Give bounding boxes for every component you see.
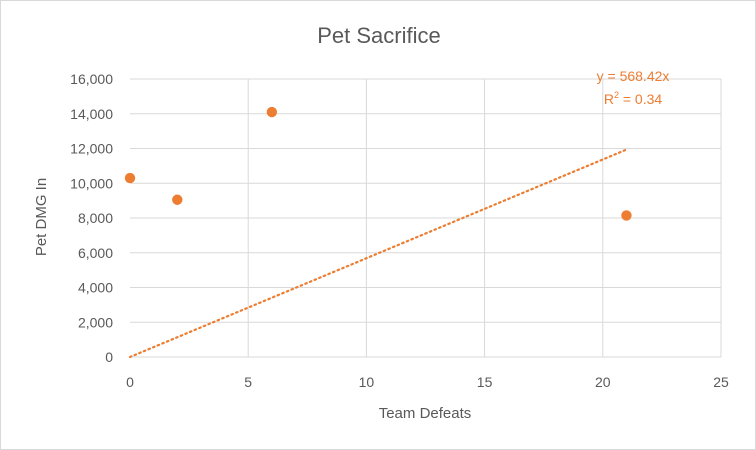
- gridlines: [130, 78, 722, 358]
- y-tick-labels: 0 2,000 4,000 6,000 8,000 10,000 12,000 14,000 1…: [70, 71, 113, 365]
- data-point: [621, 210, 632, 221]
- x-tick-labels: 0 5 10 15 20 25: [126, 374, 729, 390]
- y-tick-label: 12,000: [70, 141, 113, 157]
- chart-title: Pet Sacrifice: [317, 23, 441, 48]
- data-points: [124, 106, 632, 221]
- y-tick-label: 4,000: [78, 280, 113, 296]
- trendline-path: [128, 148, 628, 359]
- trendline-equation: y = 568.42x: [597, 68, 670, 84]
- x-tick-label: 10: [359, 374, 375, 390]
- y-tick-label: 16,000: [70, 71, 113, 87]
- x-tick-label: 20: [595, 374, 611, 390]
- data-point: [172, 194, 183, 205]
- y-tick-label: 14,000: [70, 106, 113, 122]
- y-tick-label: 8,000: [78, 210, 113, 226]
- x-tick-label: 5: [244, 374, 252, 390]
- y-tick-label: 0: [105, 349, 113, 365]
- x-tick-label: 25: [713, 374, 729, 390]
- x-axis-title: Team Defeats: [379, 405, 472, 422]
- y-axis-title: Pet DMG In: [33, 178, 50, 256]
- y-tick-label: 2,000: [78, 314, 113, 330]
- trendline-r-squared: R2 = 0.34: [604, 90, 663, 107]
- y-tick-label: 6,000: [78, 245, 113, 261]
- y-tick-label: 10,000: [70, 175, 113, 191]
- data-point: [124, 172, 136, 184]
- x-tick-label: 15: [477, 374, 493, 390]
- x-tick-label: 0: [126, 374, 134, 390]
- trendline: [128, 148, 628, 359]
- data-point: [266, 106, 278, 118]
